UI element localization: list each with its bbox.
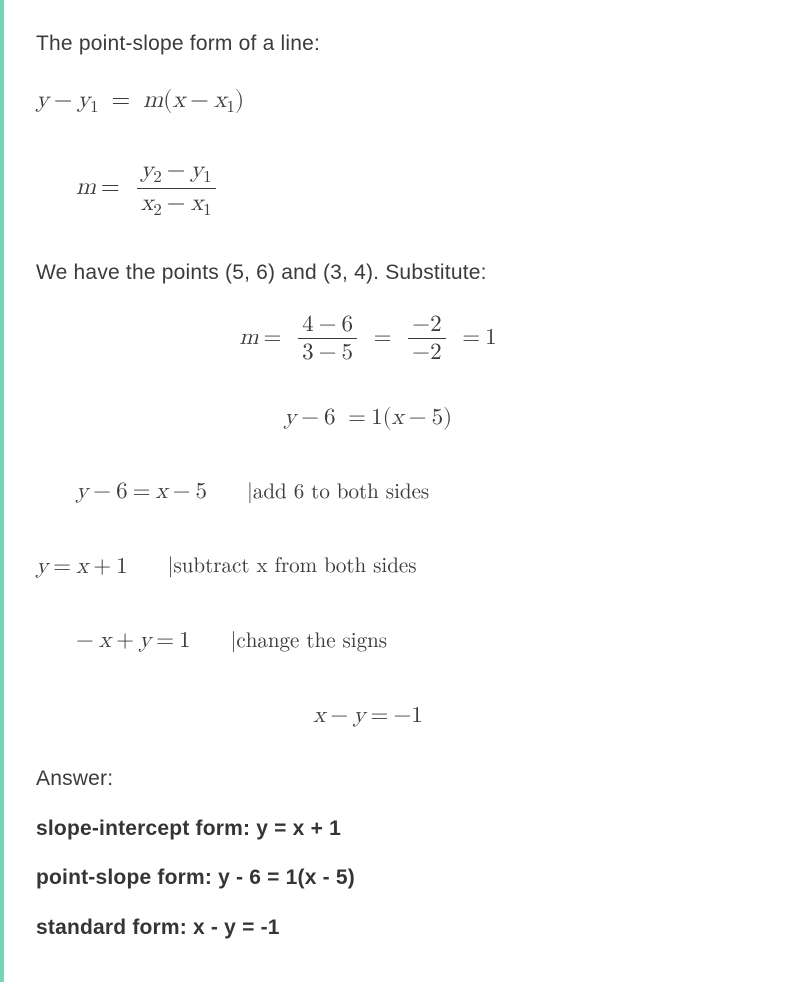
substitute-text: We have the points (5, 6) and (3, 4). Su… bbox=[36, 257, 760, 289]
step-3: −x+y=1 |change the signs bbox=[36, 624, 760, 659]
eq-m-calc: m= 4−6 3−5 = −2 −2 =1 bbox=[36, 311, 760, 367]
answer-slope-intercept: slope-intercept form: y = x + 1 bbox=[36, 813, 760, 845]
step-2-note: |subtract x from both sides bbox=[168, 551, 417, 583]
eq-point-slope: y−y1 = m(x−x1) bbox=[36, 82, 760, 120]
step-3-note: |change the signs bbox=[231, 626, 388, 658]
step-2: y=x+1 |subtract x from both sides bbox=[36, 550, 760, 585]
answer-label: Answer: bbox=[36, 763, 760, 795]
step-1-note: |add 6 to both sides bbox=[247, 477, 429, 509]
answer-standard: standard form: x - y = -1 bbox=[36, 912, 760, 944]
eq-applied: y−6 =1(x−5) bbox=[36, 401, 760, 436]
solution-card: The point-slope form of a line: y−y1 = m… bbox=[0, 0, 800, 982]
answer-point-slope: point-slope form: y - 6 = 1(x - 5) bbox=[36, 862, 760, 894]
intro-text: The point-slope form of a line: bbox=[36, 28, 760, 60]
eq-standard: x−y=−1 bbox=[36, 699, 760, 734]
step-1: y−6=x−5 |add 6 to both sides bbox=[36, 475, 760, 510]
eq-slope-definition: m= y2−y1 x2−x1 bbox=[36, 156, 760, 221]
